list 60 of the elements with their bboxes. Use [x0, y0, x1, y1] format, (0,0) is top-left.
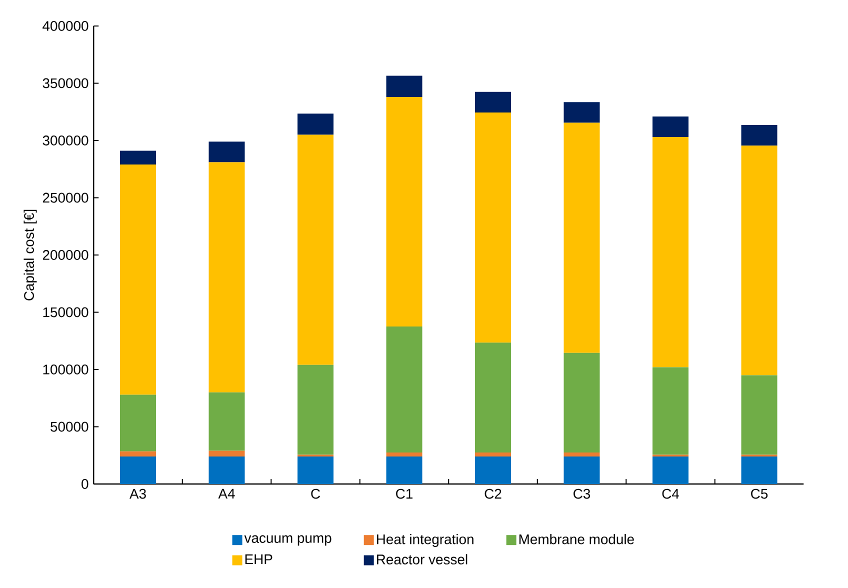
x-tick-label: C5	[751, 488, 768, 499]
x-tick-label: C4	[662, 488, 680, 499]
bar	[386, 76, 422, 97]
legend-label: vacuum pump	[244, 535, 332, 546]
bar	[475, 342, 512, 453]
y-tick-label: 400000	[42, 21, 88, 31]
bar	[564, 352, 600, 453]
bar	[120, 150, 156, 165]
y-tick-label: 250000	[42, 192, 88, 203]
bar	[298, 364, 334, 455]
y-axis-title: Capital cost [€]	[24, 210, 37, 300]
bar	[741, 146, 778, 376]
y-tick-label: 350000	[42, 78, 88, 88]
y-tick-label: 50000	[50, 422, 88, 432]
x-tick-label: C	[311, 488, 320, 499]
legend-label: EHP	[245, 554, 272, 564]
bar	[208, 162, 245, 392]
bar	[652, 367, 689, 455]
bar	[475, 92, 512, 112]
bar	[741, 125, 778, 146]
bar	[120, 164, 156, 395]
bar	[208, 450, 245, 457]
bar	[208, 142, 245, 162]
bar	[564, 456, 600, 484]
bar	[386, 326, 422, 453]
y-tick-label: 200000	[42, 250, 88, 260]
bar	[208, 392, 245, 451]
bar	[386, 456, 422, 484]
x-tick-label: A3	[130, 488, 146, 499]
bar	[475, 112, 512, 343]
bar	[120, 451, 156, 457]
bar	[298, 456, 334, 484]
x-tick-label: C1	[396, 488, 412, 499]
bar	[564, 122, 600, 353]
legend-label: Reactor vessel	[376, 554, 468, 564]
bar	[652, 137, 689, 368]
legend-label: Membrane module	[519, 534, 634, 544]
bar	[741, 375, 778, 455]
bar	[386, 96, 422, 327]
bar	[298, 114, 334, 135]
bar	[208, 456, 245, 484]
bar	[120, 394, 156, 452]
x-tick-label: C3	[574, 488, 590, 499]
y-tick-label: 0	[82, 479, 88, 489]
bar	[741, 456, 778, 484]
bar	[564, 102, 600, 123]
y-tick-label: 150000	[43, 307, 88, 318]
bar	[386, 452, 422, 457]
bar	[298, 134, 334, 365]
y-tick-label: 100000	[43, 364, 88, 374]
legend-label: Heat integration	[376, 534, 474, 547]
x-tick-label: C2	[484, 488, 502, 499]
bar	[564, 452, 600, 457]
bar	[475, 456, 512, 484]
x-tick-label: A4	[218, 488, 235, 498]
bar	[475, 452, 512, 457]
bar	[652, 116, 689, 138]
y-tick-label: 300000	[42, 136, 88, 146]
bar	[120, 456, 156, 484]
bar	[652, 456, 689, 484]
